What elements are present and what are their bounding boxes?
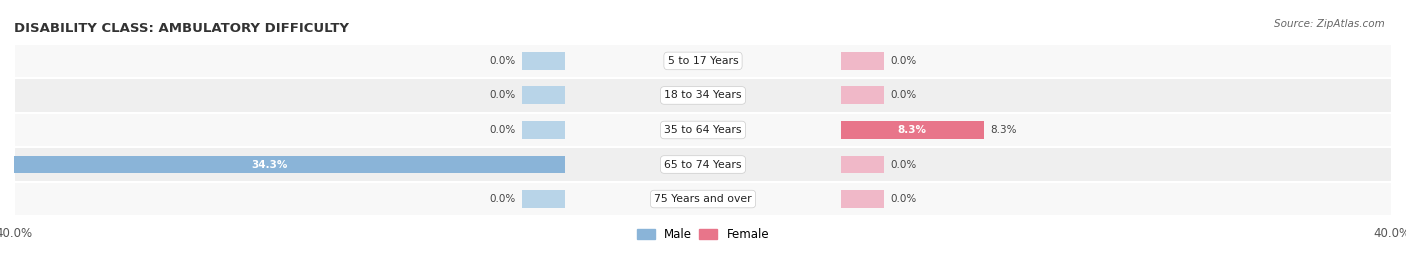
Bar xyxy=(841,52,884,70)
Text: 0.0%: 0.0% xyxy=(489,56,515,66)
Text: Source: ZipAtlas.com: Source: ZipAtlas.com xyxy=(1274,19,1385,29)
Bar xyxy=(14,78,1392,113)
Text: DISABILITY CLASS: AMBULATORY DIFFICULTY: DISABILITY CLASS: AMBULATORY DIFFICULTY xyxy=(14,22,349,35)
Text: 0.0%: 0.0% xyxy=(891,159,917,170)
Bar xyxy=(14,147,1392,182)
Bar xyxy=(841,190,884,208)
Text: 0.0%: 0.0% xyxy=(891,90,917,100)
Bar xyxy=(841,87,884,105)
Text: 8.3%: 8.3% xyxy=(898,125,927,135)
Text: 65 to 74 Years: 65 to 74 Years xyxy=(664,159,742,170)
Text: 8.3%: 8.3% xyxy=(991,125,1017,135)
Text: 34.3%: 34.3% xyxy=(252,159,288,170)
Text: 5 to 17 Years: 5 to 17 Years xyxy=(668,56,738,66)
Text: 18 to 34 Years: 18 to 34 Years xyxy=(664,90,742,100)
Text: 0.0%: 0.0% xyxy=(891,56,917,66)
Bar xyxy=(14,182,1392,216)
Text: 75 Years and over: 75 Years and over xyxy=(654,194,752,204)
Bar xyxy=(14,44,1392,78)
Bar xyxy=(522,190,565,208)
Bar xyxy=(522,87,565,105)
Bar xyxy=(522,121,565,139)
Bar xyxy=(841,155,884,173)
Bar xyxy=(0,155,565,173)
Text: 35 to 64 Years: 35 to 64 Years xyxy=(664,125,742,135)
Legend: Male, Female: Male, Female xyxy=(633,224,773,246)
Bar xyxy=(522,52,565,70)
Bar xyxy=(14,113,1392,147)
Text: 0.0%: 0.0% xyxy=(489,125,515,135)
Text: 0.0%: 0.0% xyxy=(489,90,515,100)
Text: 0.0%: 0.0% xyxy=(891,194,917,204)
Bar xyxy=(841,121,984,139)
Text: 0.0%: 0.0% xyxy=(489,194,515,204)
